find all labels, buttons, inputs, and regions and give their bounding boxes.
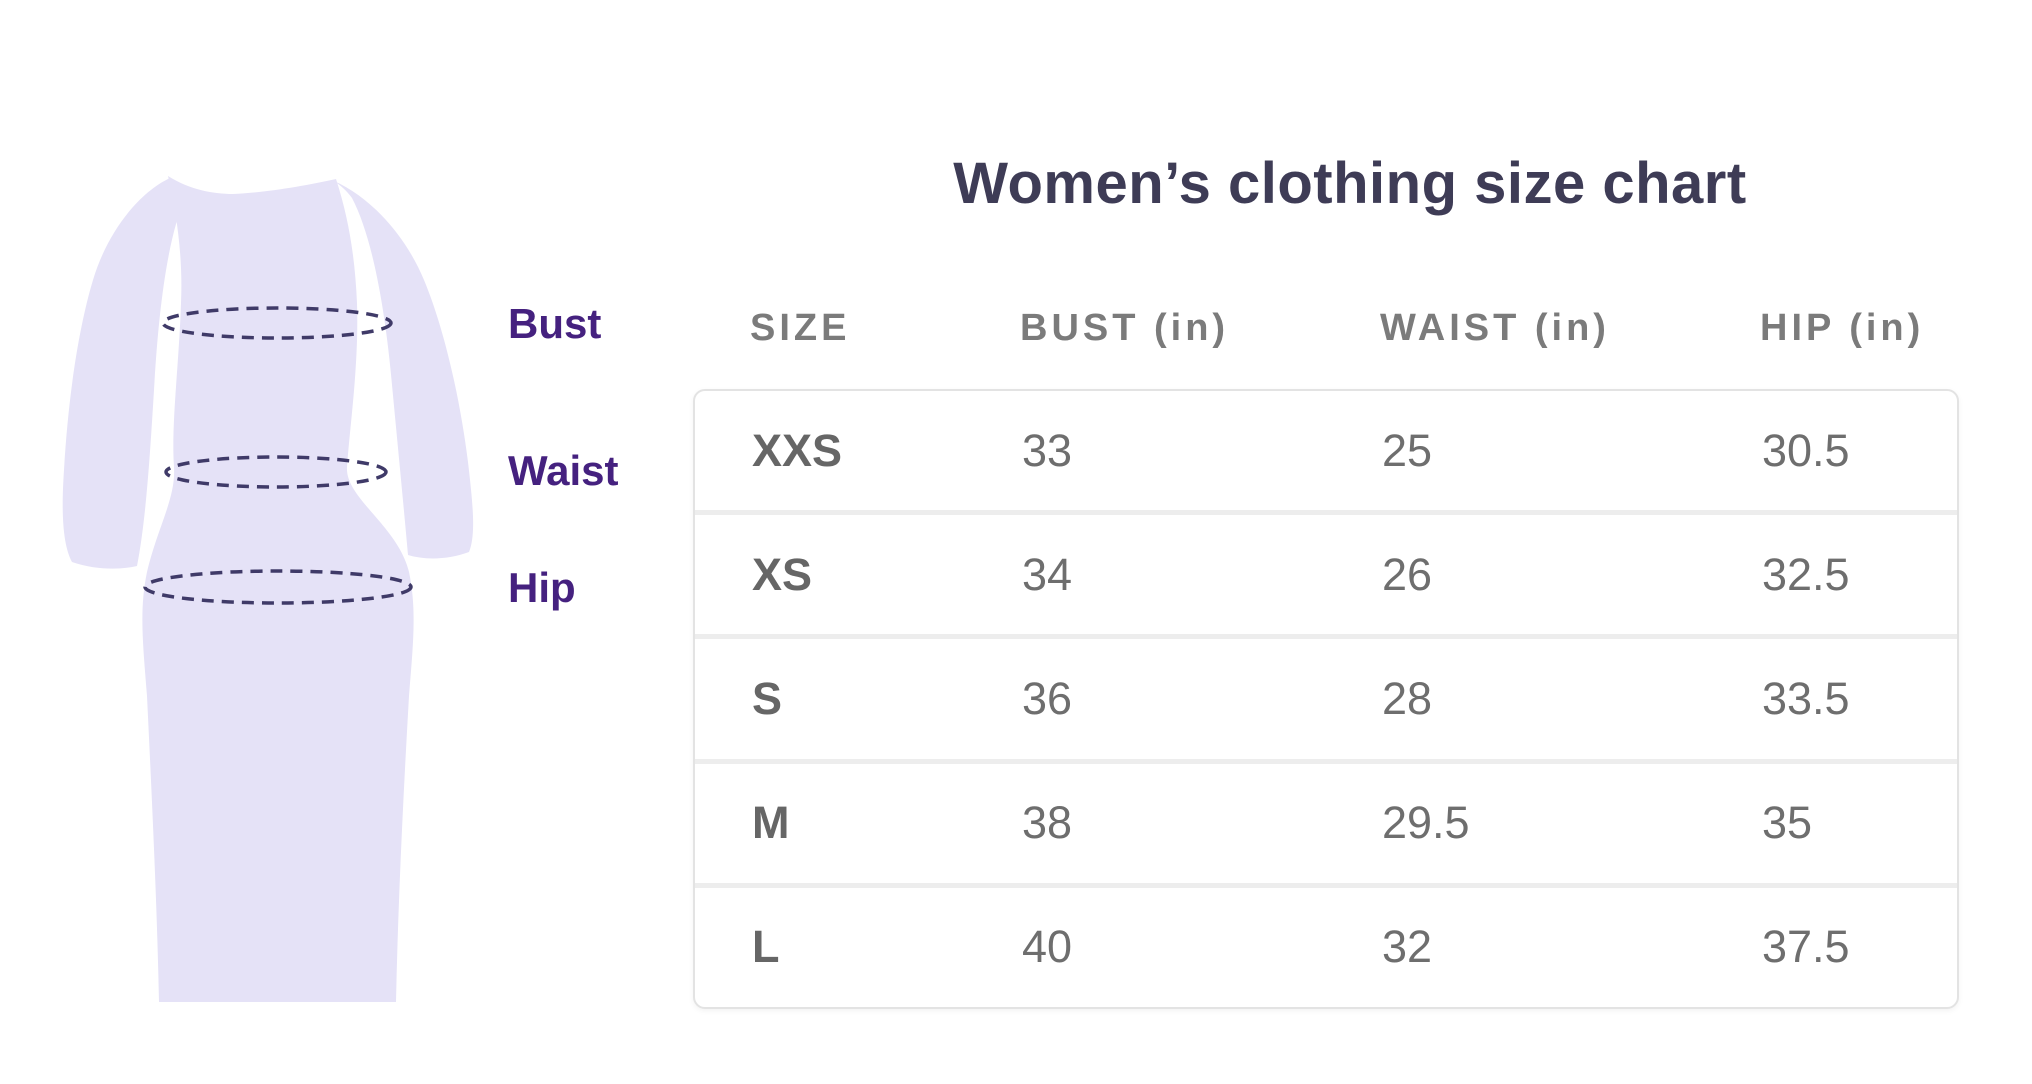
waist-label: Waist [508,447,619,494]
cell-hip: 33.5 [1762,673,1850,724]
table-row: XXS 33 25 30.5 [695,391,1957,510]
cell-hip: 35 [1762,797,1813,849]
cell-waist: 25 [1382,424,1433,476]
cell-bust: 36 [1022,673,1073,724]
cell-waist: 32 [1382,921,1433,973]
cell-bust: 38 [1022,797,1073,849]
waist-measurement-line [164,455,388,489]
page-title: Women’s clothing size chart [953,151,1747,216]
cell-waist: 28 [1382,673,1433,724]
dress-illustration [62,176,474,1002]
cell-waist: 26 [1382,548,1433,600]
dress-right-sleeve [334,181,474,559]
column-header-bust: BUST (in) [1020,306,1230,349]
table-row: M 38 29.5 35 [695,758,1957,883]
bust-label: Bust [508,300,602,347]
dress-left-sleeve [62,178,186,569]
cell-waist: 29.5 [1382,797,1470,849]
bust-measurement-line [161,306,393,340]
cell-size: S [752,673,783,724]
cell-size: XXS [752,424,843,476]
cell-size: L [752,921,780,973]
cell-size: M [752,797,790,849]
size-table: XXS 33 25 30.5 XS 34 26 32.5 S 36 28 33.… [693,389,1959,1009]
column-header-hip: HIP (in) [1760,306,1925,349]
cell-size: XS [752,548,813,600]
hip-label: Hip [508,564,576,611]
table-row: L 40 32 37.5 [695,882,1957,1007]
cell-bust: 33 [1022,424,1073,476]
cell-hip: 30.5 [1762,424,1850,476]
cell-hip: 32.5 [1762,548,1850,600]
column-header-size: SIZE [750,306,851,349]
hip-measurement-line [143,569,413,605]
table-row: XS 34 26 32.5 [695,510,1957,634]
table-row: S 36 28 33.5 [695,634,1957,758]
column-header-waist: WAIST (in) [1380,306,1610,349]
cell-hip: 37.5 [1762,921,1850,973]
cell-bust: 40 [1022,921,1073,973]
table-header-row: SIZE BUST (in) WAIST (in) HIP (in) [693,302,1959,354]
dress-silhouette [62,176,474,1002]
dress-body [142,176,414,1002]
cell-bust: 34 [1022,548,1073,600]
